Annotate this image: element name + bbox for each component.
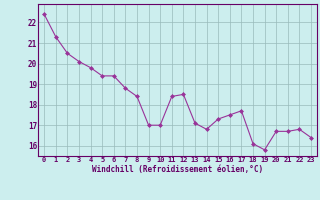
X-axis label: Windchill (Refroidissement éolien,°C): Windchill (Refroidissement éolien,°C) [92, 165, 263, 174]
